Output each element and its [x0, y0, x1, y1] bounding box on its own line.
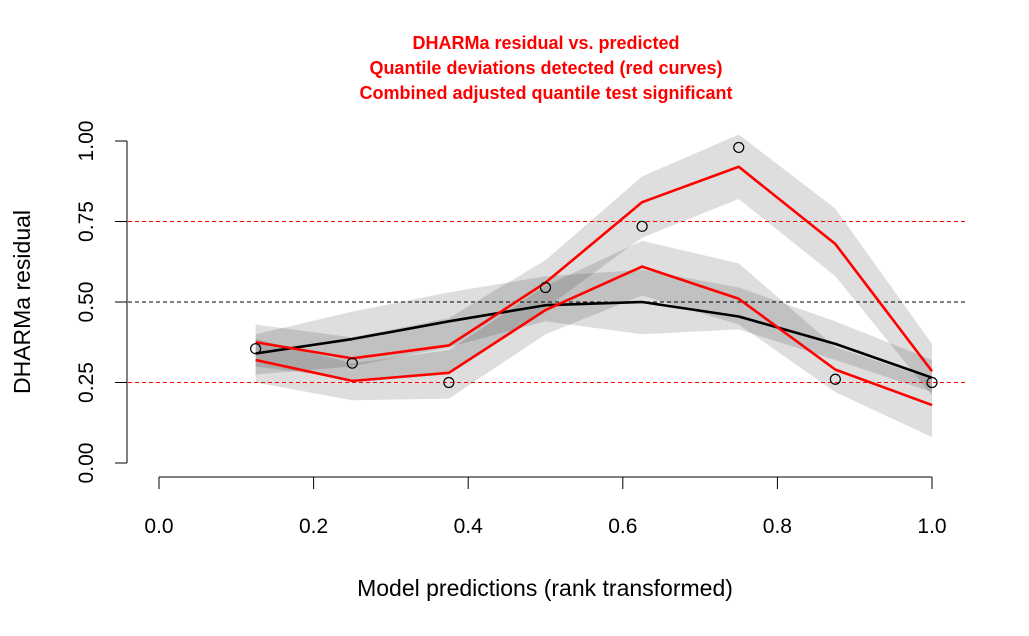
quantile-curve: [255, 265, 933, 407]
x-tick-label: 0.4: [454, 515, 484, 538]
residual-points: [250, 141, 938, 389]
residual-point: [926, 376, 938, 389]
quantile-curves: [255, 165, 934, 407]
y-tick-label: 0.50: [75, 282, 98, 323]
residual-point: [636, 220, 648, 232]
residual-point: [829, 373, 841, 385]
residual-point: [346, 357, 358, 369]
residual-point: [539, 281, 552, 294]
x-tick-label: 1.0: [917, 515, 946, 538]
x-axis-title: Model predictions (rank transformed): [357, 575, 733, 601]
quantile-curve: [255, 165, 934, 373]
x-tick-label: 0.6: [608, 515, 637, 538]
y-axis-title: DHARMa residual: [9, 210, 35, 394]
confidence-band: [255, 269, 932, 393]
x-tick-label: 0.2: [299, 515, 328, 538]
residual-point: [443, 376, 455, 389]
y-tick-label: 1.00: [75, 121, 98, 162]
residual-point: [733, 141, 745, 154]
x-tick-label: 0.8: [763, 515, 792, 538]
x-axis: 0.0 0.2 0.4 0.6 0.8 1.0: [144, 476, 947, 538]
chart-title-line: DHARMa residual vs. predicted: [412, 33, 679, 53]
y-tick-label: 0.00: [75, 443, 98, 484]
x-tick-label: 0.0: [144, 515, 173, 538]
chart-title-line: Quantile deviations detected (red curves…: [369, 58, 722, 78]
confidence-band: [255, 240, 932, 438]
confidence-band: [255, 134, 932, 396]
residual-point: [250, 343, 262, 355]
chart-title-line: Combined adjusted quantile test signific…: [359, 83, 732, 103]
median-curve: [255, 300, 933, 379]
y-tick-label: 0.25: [75, 362, 98, 403]
chart-title: DHARMa residual vs. predicted Quantile de…: [359, 33, 732, 103]
y-axis: 0.00 0.25 0.50 0.75 1.00: [75, 121, 128, 484]
y-tick-label: 0.75: [75, 201, 98, 242]
confidence-bands: [255, 134, 932, 438]
